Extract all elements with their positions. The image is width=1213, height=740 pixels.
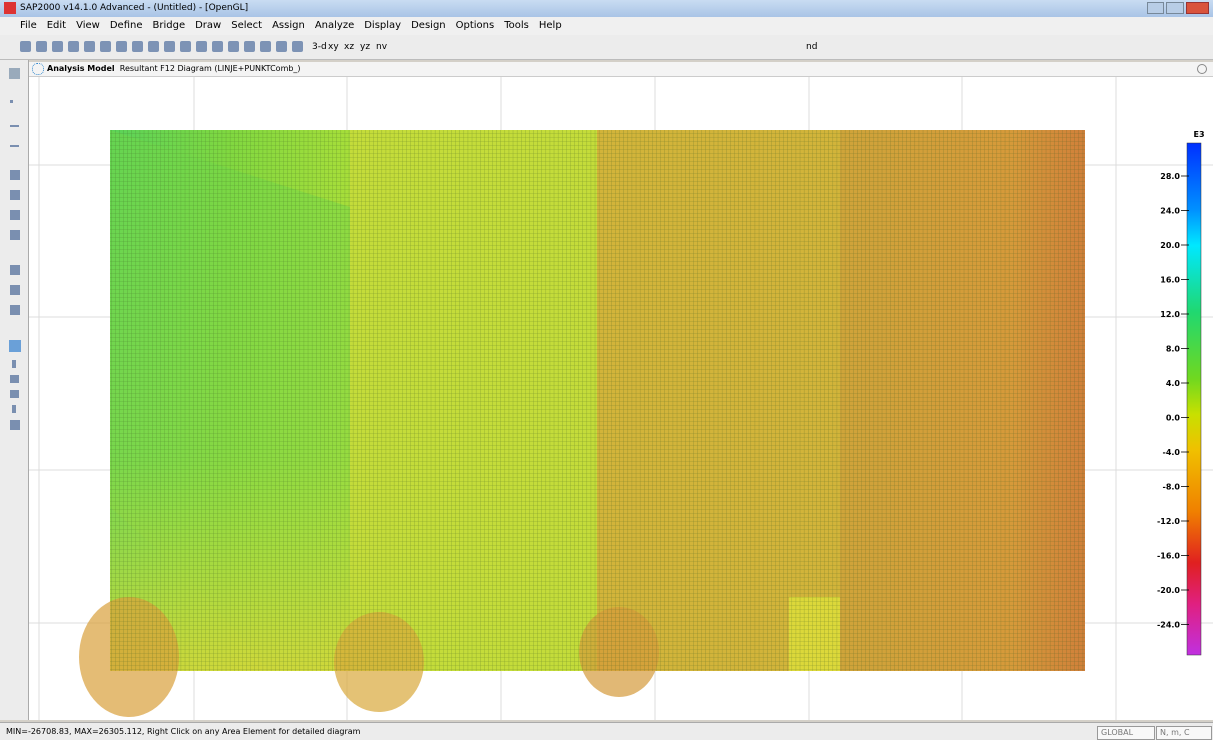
toolbar-icon[interactable] <box>244 41 255 52</box>
tab-icon <box>32 63 44 75</box>
menu-item[interactable]: Help <box>539 17 562 35</box>
toolbar-button[interactable]: yz <box>360 35 370 59</box>
legend-label: 8.0 <box>1166 345 1181 354</box>
toolbar-icon[interactable] <box>68 41 79 52</box>
window-controls <box>1147 2 1209 14</box>
legend-label: -20.0 <box>1157 586 1180 595</box>
left-toolbar-icons <box>0 60 28 460</box>
toolbar-icon[interactable] <box>100 41 111 52</box>
toolbar-icon[interactable] <box>36 41 47 52</box>
legend-label: -4.0 <box>1163 448 1181 457</box>
window-title: SAP2000 v14.1.0 Advanced - (Untitled) - … <box>20 3 248 13</box>
app-icon <box>4 2 16 14</box>
legend-unit: E3 <box>1193 130 1204 139</box>
toolbar-icon[interactable] <box>84 41 95 52</box>
menu-item[interactable]: Define <box>110 17 143 35</box>
legend-label: -8.0 <box>1163 483 1181 492</box>
toolbar-icon[interactable] <box>196 41 207 52</box>
toolbar-icon[interactable] <box>52 41 63 52</box>
legend-label: 4.0 <box>1166 379 1181 388</box>
menu-item[interactable]: Analyze <box>315 17 354 35</box>
menu-bar: File Edit View Define Bridge Draw Select Assign… <box>0 17 1213 35</box>
toolbar-button[interactable]: xy <box>328 35 339 59</box>
toolbar-button[interactable]: nv <box>376 35 387 59</box>
status-message: MIN=-26708.83, MAX=26305.112, Right Clic… <box>0 727 360 736</box>
menu-item[interactable]: Display <box>364 17 401 35</box>
model-view: E3 28.0 24.0 20.0 16.0 12.0 8.0 4.0 0.0 -4.0 -8.0… <box>29 77 1213 720</box>
menu-item[interactable]: Tools <box>504 17 529 35</box>
legend-label: 0.0 <box>1166 414 1181 423</box>
sap2000-window: SAP2000 v14.1.0 Advanced - (Untitled) - … <box>0 0 1213 740</box>
maximize-button[interactable] <box>1166 2 1183 14</box>
toolbar-icon[interactable] <box>212 41 223 52</box>
toolbar-icon[interactable] <box>180 41 191 52</box>
legend-labels: 28.0 24.0 20.0 16.0 12.0 8.0 4.0 0.0 -4.0 -8.0 -12… <box>1157 172 1189 630</box>
menu-item[interactable]: Assign <box>272 17 305 35</box>
toolbar-button[interactable]: xz <box>344 35 354 59</box>
toolbar-icon[interactable] <box>292 41 303 52</box>
menu-item[interactable]: Bridge <box>153 17 186 35</box>
toolbar-icon[interactable] <box>164 41 175 52</box>
tab-title[interactable]: Analysis Model <box>47 64 115 73</box>
tab-subtitle: Resultant F12 Diagram (LINJE+PUNKTComb_) <box>120 64 301 73</box>
tab-dropdown[interactable] <box>1197 64 1207 74</box>
legend-label: 20.0 <box>1160 241 1180 250</box>
contour-plot: E3 28.0 24.0 20.0 16.0 12.0 8.0 4.0 0.0 -4.0 -8.0… <box>29 77 1213 720</box>
coord-system-select[interactable]: GLOBAL <box>1097 726 1155 740</box>
contour-shell <box>79 130 1085 717</box>
legend-label: 12.0 <box>1160 310 1180 319</box>
status-bar: MIN=-26708.83, MAX=26305.112, Right Clic… <box>0 722 1213 740</box>
toolbar-icon[interactable] <box>148 41 159 52</box>
tab-bar: Analysis Model Resultant F12 Diagram (LI… <box>29 62 1213 77</box>
legend-bar <box>1187 143 1201 655</box>
menu-item[interactable]: Draw <box>195 17 221 35</box>
toolbar-button[interactable]: 3-d <box>312 35 327 59</box>
minimize-button[interactable] <box>1147 2 1164 14</box>
left-toolbar <box>0 60 29 720</box>
units-select[interactable]: N, m, C <box>1156 726 1212 740</box>
menu-item[interactable]: Design <box>411 17 446 35</box>
menu-item[interactable]: Select <box>231 17 262 35</box>
legend-label: -16.0 <box>1157 552 1180 561</box>
toolbar-icon[interactable] <box>228 41 239 52</box>
toolbar-icon[interactable] <box>20 41 31 52</box>
toolbar-icon[interactable] <box>116 41 127 52</box>
menu-item[interactable]: Edit <box>47 17 66 35</box>
menu-item[interactable]: View <box>76 17 100 35</box>
toolbar-button[interactable]: nd <box>806 35 817 59</box>
close-button[interactable] <box>1186 2 1209 14</box>
legend-label: -12.0 <box>1157 517 1180 526</box>
title-bar: SAP2000 v14.1.0 Advanced - (Untitled) - … <box>0 0 1213 17</box>
legend-label: 16.0 <box>1160 276 1180 285</box>
toolbar-icon[interactable] <box>260 41 271 52</box>
menu-item[interactable]: Options <box>456 17 495 35</box>
toolbar-icon[interactable] <box>276 41 287 52</box>
menu-item[interactable]: File <box>20 17 37 35</box>
tool-icons <box>9 68 21 430</box>
legend-label: -24.0 <box>1157 621 1180 630</box>
toolbar-icon[interactable] <box>132 41 143 52</box>
legend-label: 24.0 <box>1160 207 1180 216</box>
legend-label: 28.0 <box>1160 172 1180 181</box>
